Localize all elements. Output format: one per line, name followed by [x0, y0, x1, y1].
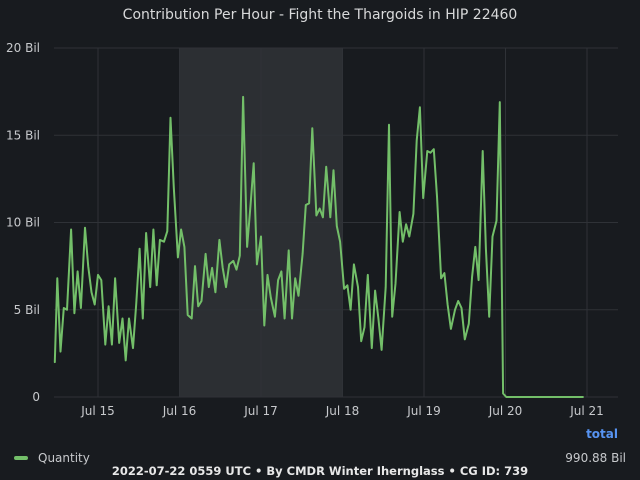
x-tick-label: Jul 21: [569, 404, 604, 418]
y-tick-label: 0: [32, 390, 40, 404]
x-axis-labels: Jul 15 Jul 16 Jul 17 Jul 18 Jul 19 Jul 20 Jul …: [80, 404, 604, 418]
y-tick-label: 10 Bil: [6, 216, 40, 230]
chart-title: Contribution Per Hour - Fight the Thargo…: [122, 7, 518, 23]
series-layer: [53, 95, 584, 398]
footer-credit: 2022-07-22 0559 UTC • By CMDR Winter Ihe…: [111, 464, 529, 478]
x-tick-label: Jul 16: [162, 404, 197, 418]
legend-total-header[interactable]: total: [586, 427, 618, 441]
legend-total-value: 990.88 Bil: [565, 451, 626, 465]
series-line-quantity: [53, 95, 584, 398]
y-tick-label: 5 Bil: [14, 303, 40, 317]
y-tick-label: 15 Bil: [6, 128, 40, 142]
x-tick-label: Jul 20: [488, 404, 523, 418]
legend-swatch: [14, 456, 28, 460]
legend-item-quantity[interactable]: Quantity: [14, 451, 90, 465]
x-tick-label: Jul 18: [325, 404, 360, 418]
y-axis-labels: 0 5 Bil 10 Bil 15 Bil 20 Bil: [6, 41, 40, 404]
legend-label: Quantity: [38, 451, 90, 465]
y-tick-label: 20 Bil: [6, 41, 40, 55]
x-tick-label: Jul 15: [80, 404, 115, 418]
x-tick-label: Jul 19: [406, 404, 441, 418]
x-tick-label: Jul 17: [243, 404, 278, 418]
